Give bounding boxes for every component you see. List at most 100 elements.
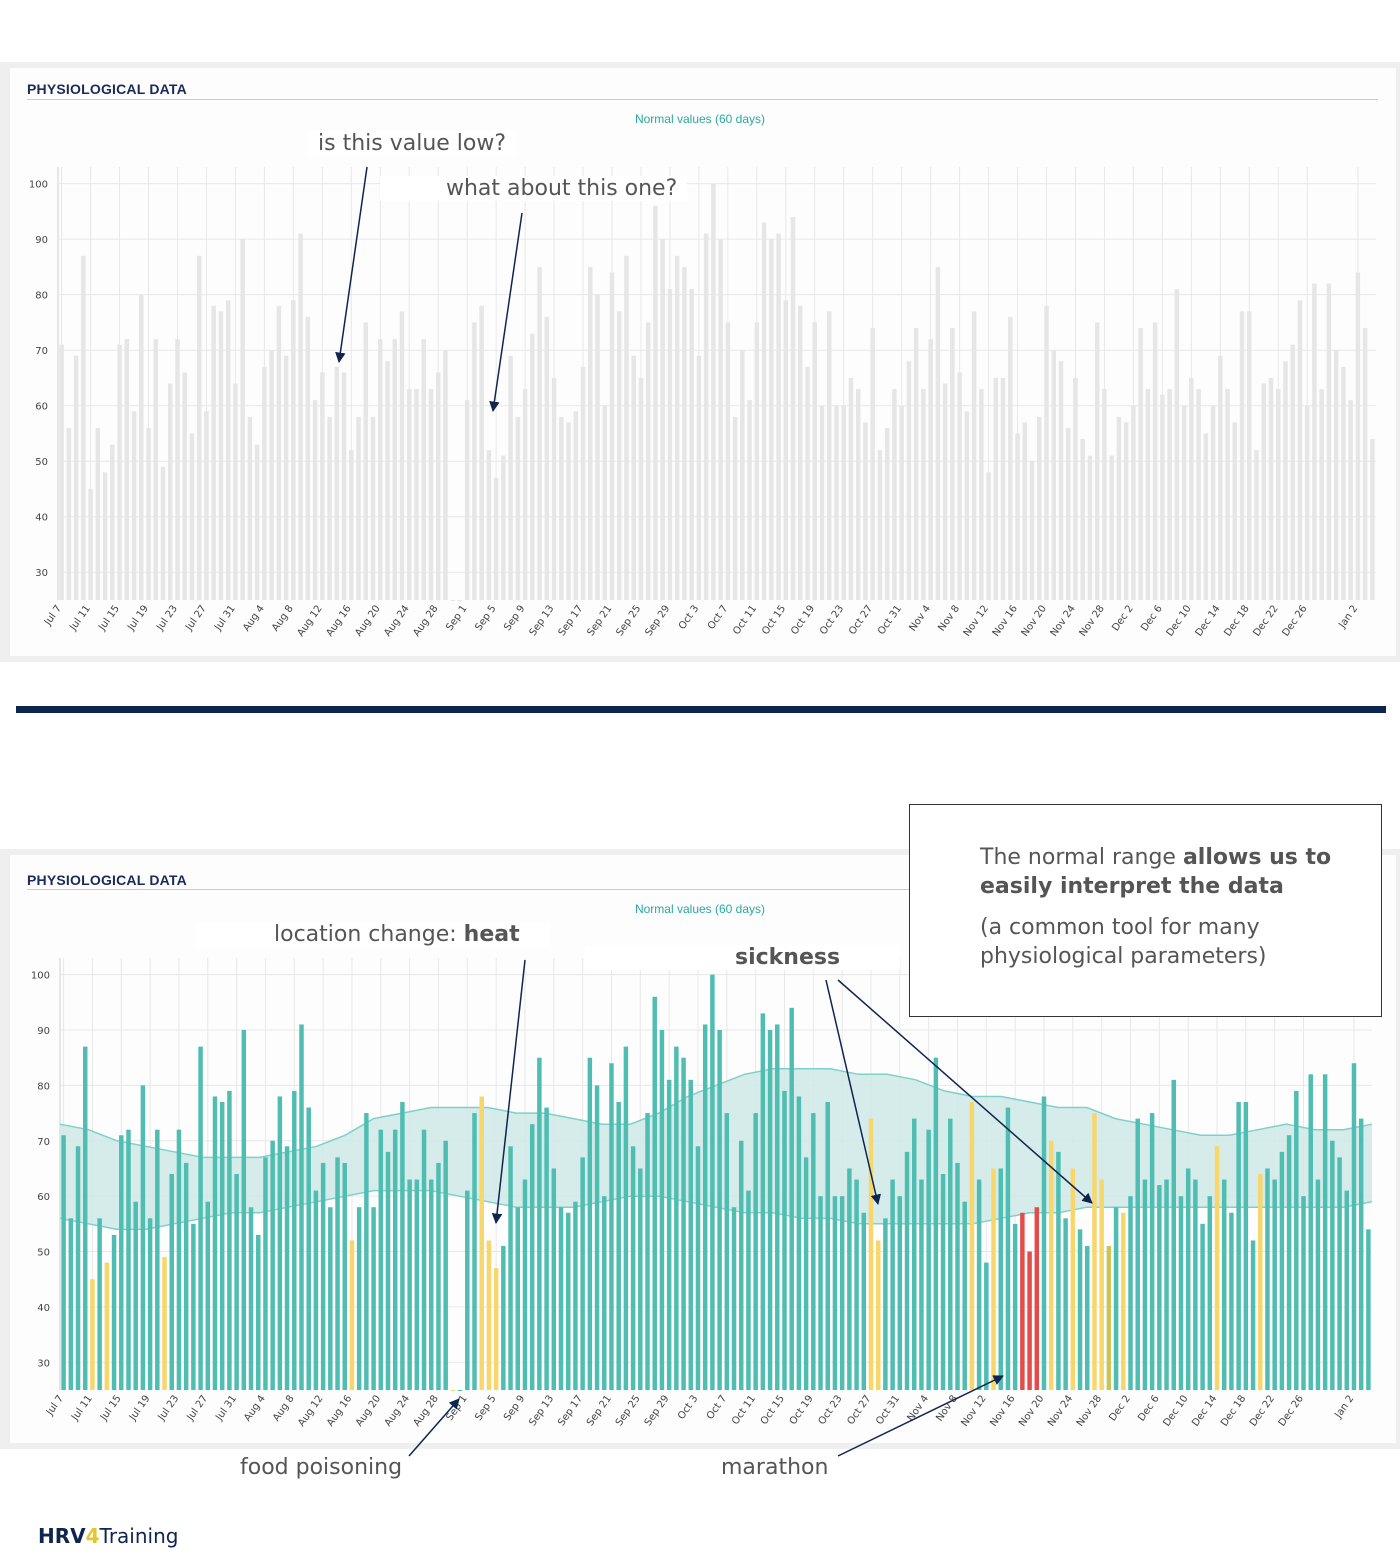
bar xyxy=(1319,389,1324,600)
bar xyxy=(935,266,941,600)
bar xyxy=(227,1090,232,1390)
bar xyxy=(1160,394,1165,600)
bar xyxy=(964,411,970,600)
bar xyxy=(544,1107,549,1390)
bar xyxy=(1051,350,1056,600)
bar xyxy=(95,427,101,600)
bar xyxy=(1366,1229,1371,1390)
bar xyxy=(863,422,868,600)
bar xyxy=(566,422,571,600)
note-sickness: sickness xyxy=(585,945,901,970)
bar xyxy=(335,1157,340,1390)
bar xyxy=(104,1262,110,1390)
bar xyxy=(1037,416,1042,600)
bar xyxy=(399,311,405,600)
bar xyxy=(841,405,846,600)
bar xyxy=(1070,1168,1076,1390)
bar xyxy=(400,1102,405,1390)
bar xyxy=(724,1113,730,1390)
bar xyxy=(1355,272,1361,600)
y-tick-label: 100 xyxy=(29,180,48,191)
bar xyxy=(890,1179,895,1390)
bar xyxy=(962,1201,967,1390)
bar xyxy=(1142,1179,1148,1390)
bar xyxy=(1341,366,1346,600)
bar xyxy=(717,1030,722,1390)
bar xyxy=(588,266,593,600)
bar xyxy=(1149,1113,1155,1390)
bar xyxy=(160,466,166,600)
bar xyxy=(796,1096,802,1390)
bar xyxy=(191,1223,196,1390)
bar xyxy=(299,1024,304,1390)
bar xyxy=(75,1146,81,1390)
bar xyxy=(769,239,774,601)
y-tick-label: 70 xyxy=(35,346,48,357)
panel-title: PHYSIOLOGICAL DATA xyxy=(27,81,187,97)
bar xyxy=(1022,422,1028,600)
bar xyxy=(819,405,825,600)
bar xyxy=(1048,1140,1054,1390)
bar xyxy=(979,389,984,600)
bar xyxy=(1077,1229,1083,1390)
bar xyxy=(1283,361,1288,600)
bar xyxy=(537,266,542,600)
bar xyxy=(976,1179,982,1390)
bar xyxy=(385,1151,391,1390)
bar xyxy=(1145,389,1151,600)
bar xyxy=(1333,350,1339,600)
bar xyxy=(147,1218,153,1390)
bar xyxy=(277,1096,283,1390)
bar xyxy=(68,1218,74,1390)
bar xyxy=(805,366,810,600)
bar xyxy=(688,1079,693,1390)
bar xyxy=(204,411,209,600)
bar xyxy=(913,327,919,600)
bar xyxy=(1286,1135,1292,1390)
bar xyxy=(1034,1207,1040,1390)
bar xyxy=(117,344,122,600)
bar xyxy=(189,433,195,600)
bar xyxy=(740,350,745,600)
info-box-main-text: The normal range allows us to easily int… xyxy=(980,845,1332,899)
bar xyxy=(486,450,492,600)
bar xyxy=(892,389,897,600)
bar xyxy=(602,405,607,600)
bar xyxy=(256,1234,261,1390)
bar xyxy=(933,1057,939,1390)
bar xyxy=(501,455,506,600)
bar xyxy=(298,233,303,600)
bar xyxy=(465,1190,470,1390)
bar xyxy=(1265,1168,1270,1390)
bar xyxy=(1297,300,1303,600)
bar xyxy=(580,1157,585,1390)
bar xyxy=(897,1196,903,1390)
bar xyxy=(1065,427,1071,600)
bar xyxy=(1092,1113,1097,1390)
bar xyxy=(341,372,347,600)
bar xyxy=(1116,416,1122,600)
bar xyxy=(638,1168,643,1390)
y-tick-label: 30 xyxy=(35,568,48,579)
bar xyxy=(1275,389,1281,600)
bar xyxy=(1085,1246,1090,1390)
bar xyxy=(883,1218,888,1390)
bar xyxy=(754,322,760,600)
bar xyxy=(761,222,767,600)
bar xyxy=(530,333,535,600)
bar xyxy=(306,1107,311,1390)
bar xyxy=(776,233,781,600)
bar xyxy=(565,1212,571,1390)
bar xyxy=(1005,1107,1011,1390)
y-tick-label: 50 xyxy=(37,1248,50,1259)
bar xyxy=(537,1057,542,1390)
bar xyxy=(529,1124,535,1390)
bar xyxy=(247,416,253,600)
bar xyxy=(1113,1207,1119,1390)
bar xyxy=(1012,1223,1018,1390)
bar xyxy=(284,1146,290,1390)
bar xyxy=(659,1030,665,1390)
bar xyxy=(183,1162,189,1390)
